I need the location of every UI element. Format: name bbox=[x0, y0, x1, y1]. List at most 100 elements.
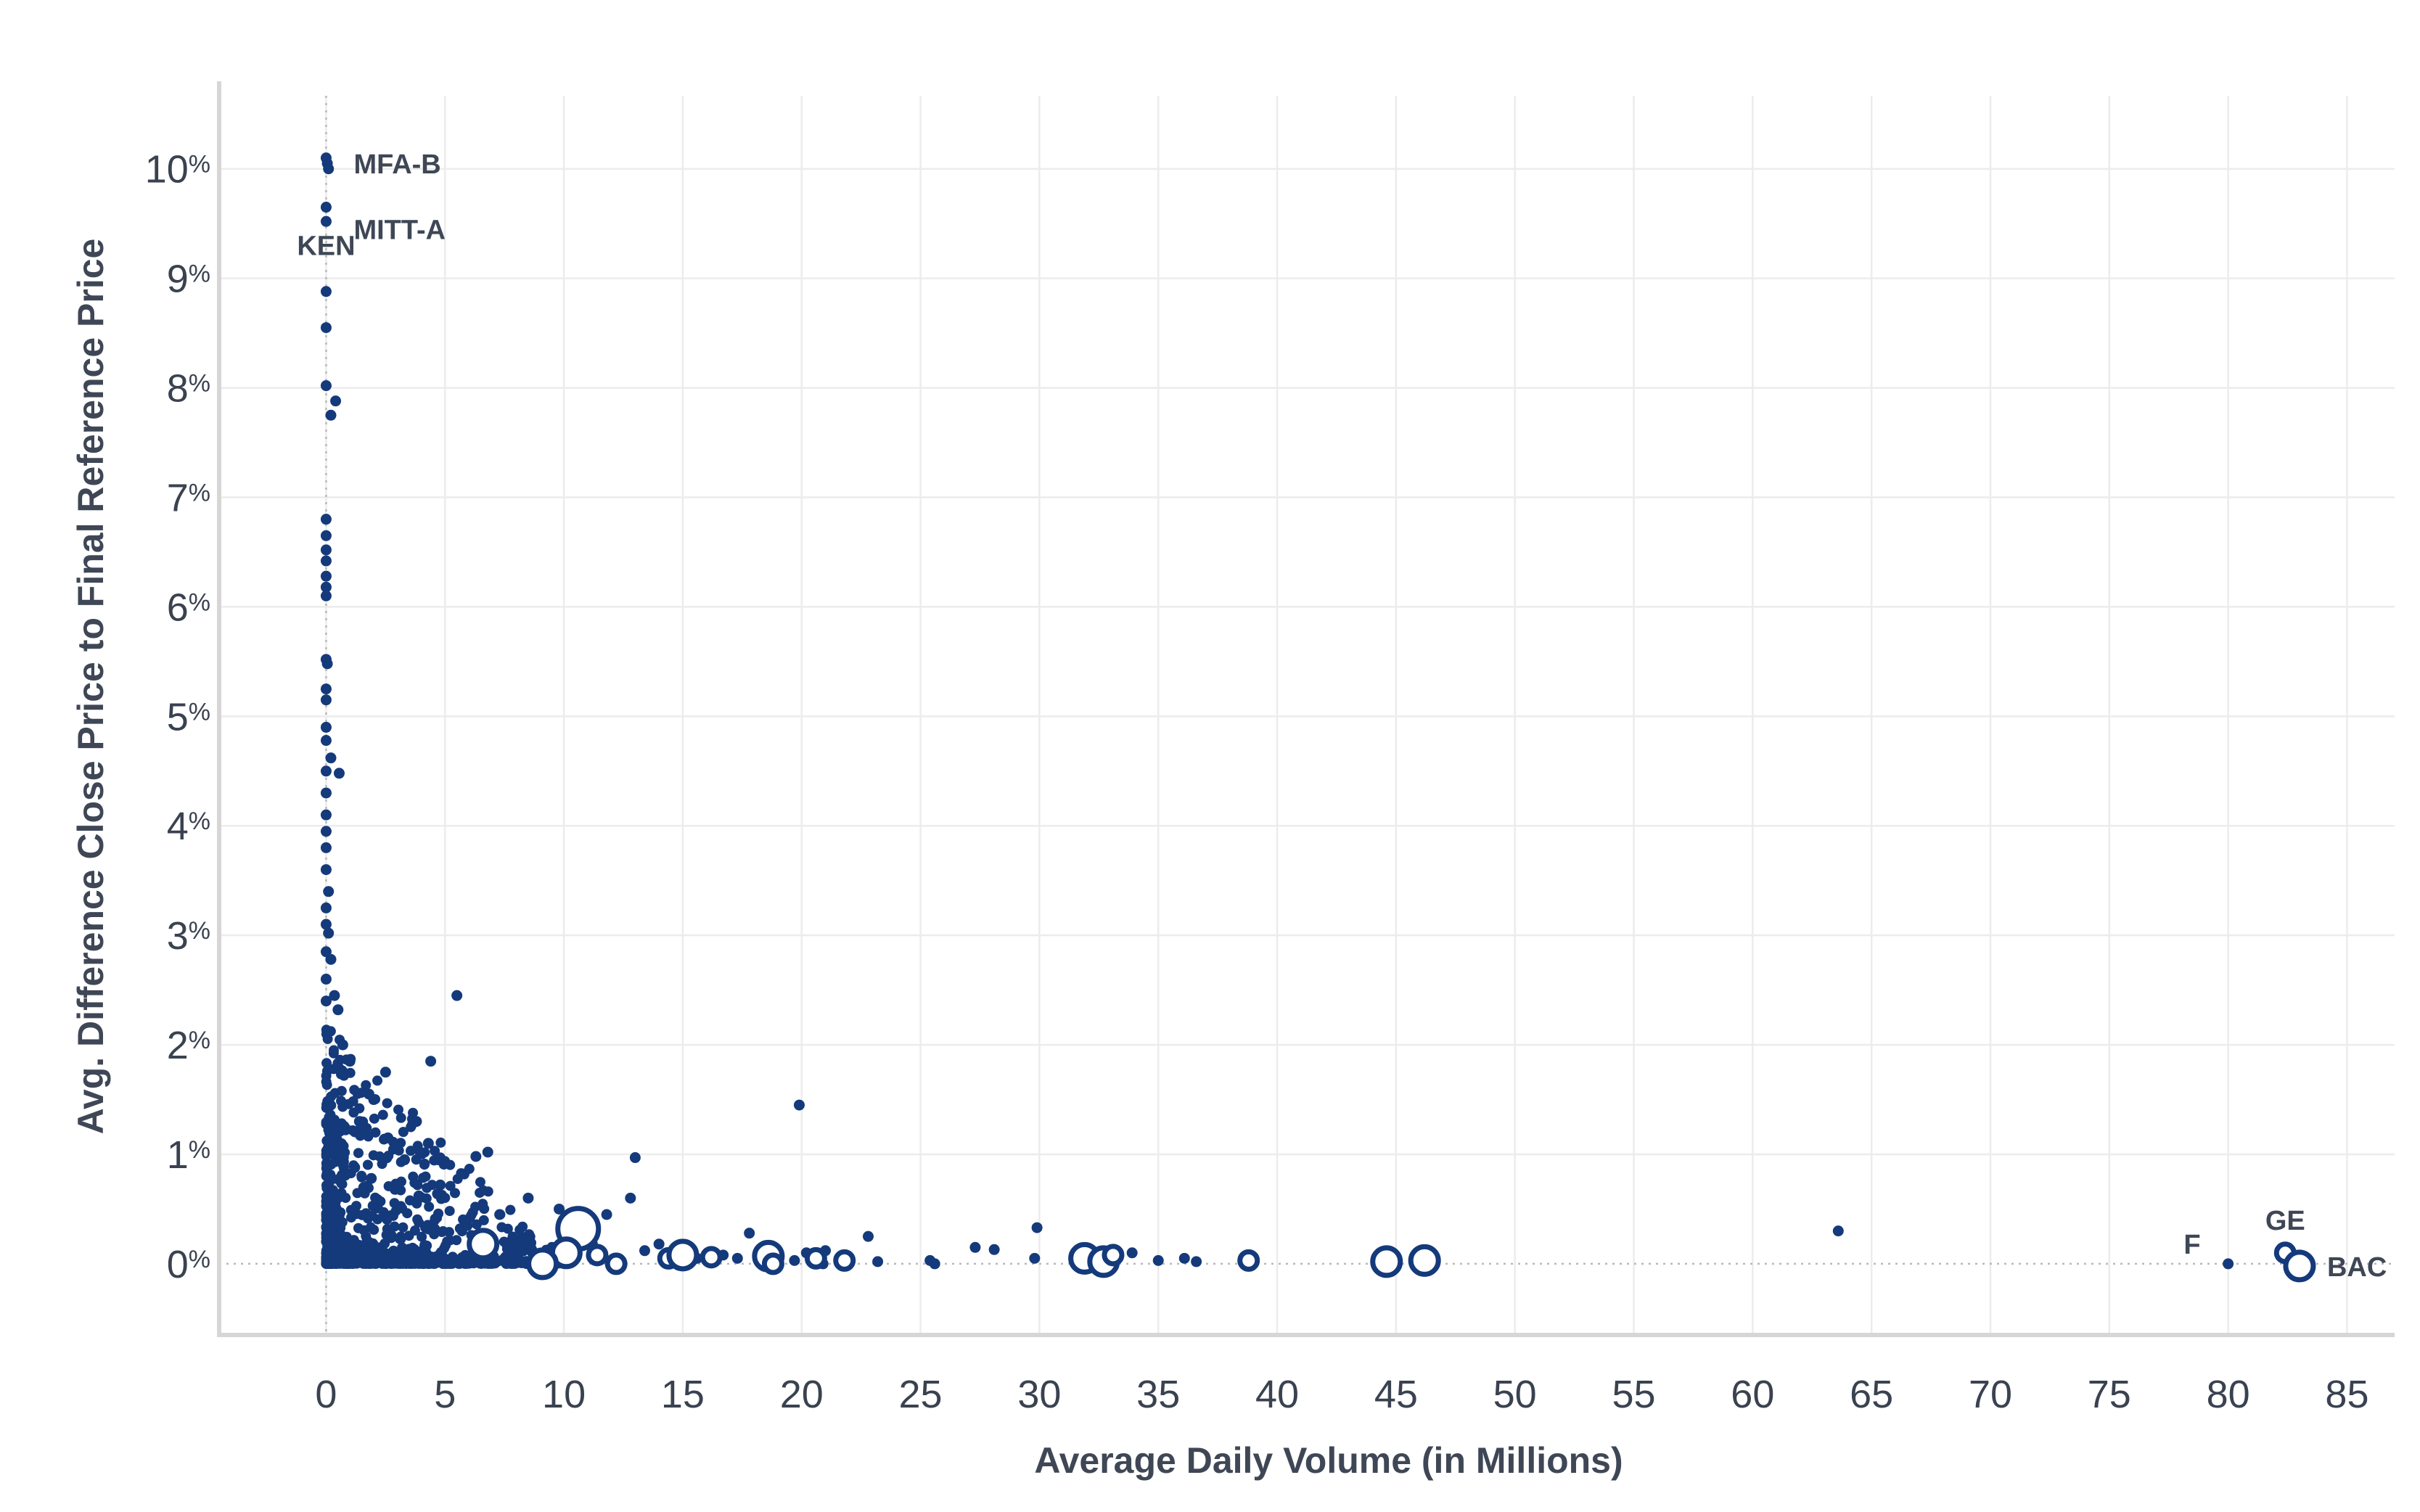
data-point-ring bbox=[700, 1246, 723, 1269]
data-point-ring bbox=[2283, 1249, 2316, 1283]
data-point bbox=[320, 202, 332, 213]
data-point bbox=[320, 864, 332, 876]
data-point bbox=[335, 1069, 346, 1080]
annotation-label: MITT-A bbox=[353, 215, 446, 246]
data-point bbox=[744, 1228, 755, 1239]
data-point bbox=[394, 1248, 405, 1259]
data-point bbox=[872, 1256, 884, 1267]
data-point bbox=[399, 1154, 411, 1166]
data-point bbox=[444, 1206, 455, 1217]
data-point bbox=[361, 1080, 372, 1090]
data-point bbox=[320, 555, 332, 567]
data-point-ring bbox=[467, 1228, 500, 1261]
x-tick-label: 30 bbox=[1017, 1373, 1061, 1416]
data-point bbox=[413, 1190, 424, 1201]
x-tick-label: 60 bbox=[1731, 1373, 1774, 1416]
x-tick-label: 35 bbox=[1136, 1373, 1180, 1416]
y-tick-label: 10% bbox=[145, 148, 210, 192]
data-point bbox=[440, 1240, 451, 1251]
data-point bbox=[440, 1193, 451, 1204]
data-point bbox=[344, 1056, 356, 1067]
data-point bbox=[406, 1146, 417, 1156]
data-point bbox=[320, 765, 332, 777]
data-point bbox=[353, 1116, 365, 1127]
data-point bbox=[320, 787, 332, 799]
data-point bbox=[386, 1233, 397, 1244]
data-point bbox=[458, 1168, 469, 1180]
data-point bbox=[435, 1137, 446, 1148]
data-point bbox=[395, 1138, 406, 1149]
data-point bbox=[321, 1080, 332, 1090]
data-point bbox=[420, 1245, 431, 1256]
y-tick-label: 5% bbox=[167, 695, 210, 739]
data-point bbox=[344, 1242, 355, 1253]
data-point bbox=[418, 1172, 429, 1183]
y-tick-label: 9% bbox=[167, 258, 210, 301]
annotation-label: KEN bbox=[297, 231, 355, 262]
data-point bbox=[340, 1147, 350, 1158]
data-point bbox=[320, 286, 332, 297]
data-point bbox=[328, 1045, 339, 1056]
data-point bbox=[395, 1233, 406, 1244]
data-point-ring bbox=[1370, 1245, 1403, 1278]
annotation-label: F bbox=[2183, 1230, 2200, 1260]
x-tick-label: 40 bbox=[1255, 1373, 1299, 1416]
data-point bbox=[320, 809, 332, 821]
x-tick-label: 80 bbox=[2207, 1373, 2250, 1416]
data-point bbox=[445, 1180, 456, 1191]
data-point bbox=[393, 1104, 404, 1115]
data-point bbox=[517, 1245, 529, 1257]
x-axis-title: Average Daily Volume (in Millions) bbox=[1034, 1440, 1623, 1481]
data-point bbox=[321, 1029, 332, 1040]
x-tick-label: 55 bbox=[1612, 1373, 1655, 1416]
data-point bbox=[430, 1146, 440, 1156]
x-tick-label: 75 bbox=[2088, 1373, 2131, 1416]
annotation-label: GE bbox=[2265, 1206, 2305, 1236]
data-point bbox=[395, 1112, 406, 1123]
data-point bbox=[438, 1159, 449, 1170]
data-point bbox=[332, 1234, 343, 1245]
data-point bbox=[445, 1257, 456, 1268]
data-point bbox=[324, 1122, 335, 1133]
data-point bbox=[330, 395, 342, 407]
data-point bbox=[393, 1145, 404, 1156]
data-point bbox=[401, 1258, 412, 1269]
data-point-ring bbox=[833, 1249, 856, 1272]
data-point bbox=[425, 1056, 437, 1067]
data-point bbox=[336, 1118, 347, 1129]
data-point-ring bbox=[1237, 1249, 1260, 1272]
data-point bbox=[653, 1238, 665, 1250]
x-tick-label: 70 bbox=[1969, 1373, 2012, 1416]
data-point bbox=[398, 1222, 409, 1233]
data-point bbox=[464, 1258, 475, 1269]
data-point bbox=[380, 1252, 390, 1263]
data-point bbox=[1832, 1225, 1844, 1237]
data-point bbox=[346, 1212, 357, 1223]
data-point bbox=[348, 1096, 358, 1106]
data-point bbox=[366, 1172, 377, 1184]
data-point bbox=[361, 1122, 372, 1133]
data-point bbox=[482, 1146, 493, 1158]
data-point bbox=[435, 1179, 446, 1191]
data-point bbox=[320, 322, 332, 334]
data-point bbox=[1178, 1252, 1190, 1264]
data-point bbox=[362, 1159, 373, 1170]
data-point bbox=[320, 215, 332, 227]
data-point bbox=[398, 1127, 409, 1138]
x-tick-label: 15 bbox=[661, 1373, 705, 1416]
data-point bbox=[424, 1201, 435, 1212]
data-point bbox=[2223, 1258, 2234, 1270]
data-point bbox=[370, 1127, 381, 1138]
data-point bbox=[494, 1209, 506, 1220]
data-point bbox=[325, 953, 337, 965]
data-point bbox=[1152, 1254, 1164, 1266]
x-tick-label: 10 bbox=[542, 1373, 586, 1416]
data-point bbox=[359, 1188, 370, 1199]
data-point bbox=[320, 826, 332, 837]
data-point bbox=[406, 1245, 417, 1256]
data-point bbox=[477, 1185, 488, 1196]
y-tick-label: 6% bbox=[167, 586, 210, 629]
data-point bbox=[323, 163, 335, 175]
data-point bbox=[369, 1225, 380, 1236]
data-point bbox=[349, 1249, 360, 1260]
